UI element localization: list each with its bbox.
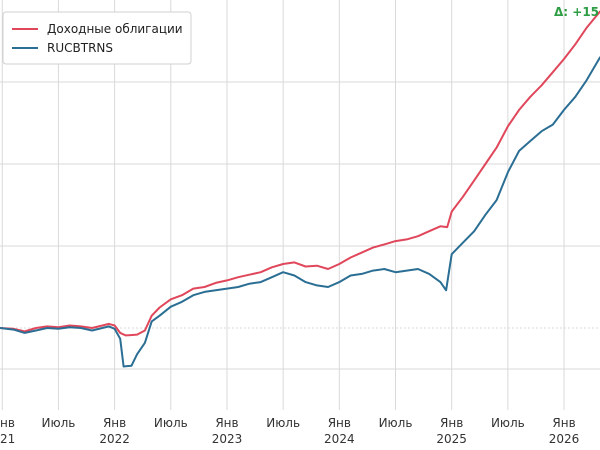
x-tick-label: Июль <box>491 416 525 430</box>
x-tick-label: Июль <box>42 416 76 430</box>
x-tick-label: нв <box>0 416 15 430</box>
legend: Доходные облигации RUCBTRNS <box>2 11 192 65</box>
series-layer <box>0 10 600 368</box>
x-tick-label: Янв <box>440 416 463 430</box>
x-tick-label: Янв <box>552 416 575 430</box>
x-tick-year-label: 2025 <box>436 432 467 446</box>
series-line-income-bonds <box>0 10 600 337</box>
legend-label-income-bonds: Доходные облигации <box>47 22 183 36</box>
x-tick-label: Июль <box>379 416 413 430</box>
x-tick-year-label: 2022 <box>99 432 130 446</box>
legend-label-rucbtrns: RUCBTRNS <box>47 41 113 55</box>
x-axis: нв 21 Июль Янв 2022 Июль Янв 2023 Июль Янв 2024 Июл… <box>0 416 579 446</box>
legend-box <box>2 11 192 65</box>
x-tick-year-label: 21 <box>0 432 15 446</box>
x-tick-label: Янв <box>215 416 238 430</box>
x-tick-year-label: 2023 <box>212 432 243 446</box>
x-tick-label: Янв <box>103 416 126 430</box>
x-tick-year-label: 2026 <box>549 432 580 446</box>
x-tick-label: Июль <box>154 416 188 430</box>
x-tick-year-label: 2024 <box>324 432 355 446</box>
series-line-rucbtrns <box>0 56 600 368</box>
delta-badge: Δ: +15 <box>554 5 599 19</box>
x-tick-label: Июль <box>266 416 300 430</box>
x-tick-label: Янв <box>328 416 351 430</box>
grid <box>0 0 600 410</box>
